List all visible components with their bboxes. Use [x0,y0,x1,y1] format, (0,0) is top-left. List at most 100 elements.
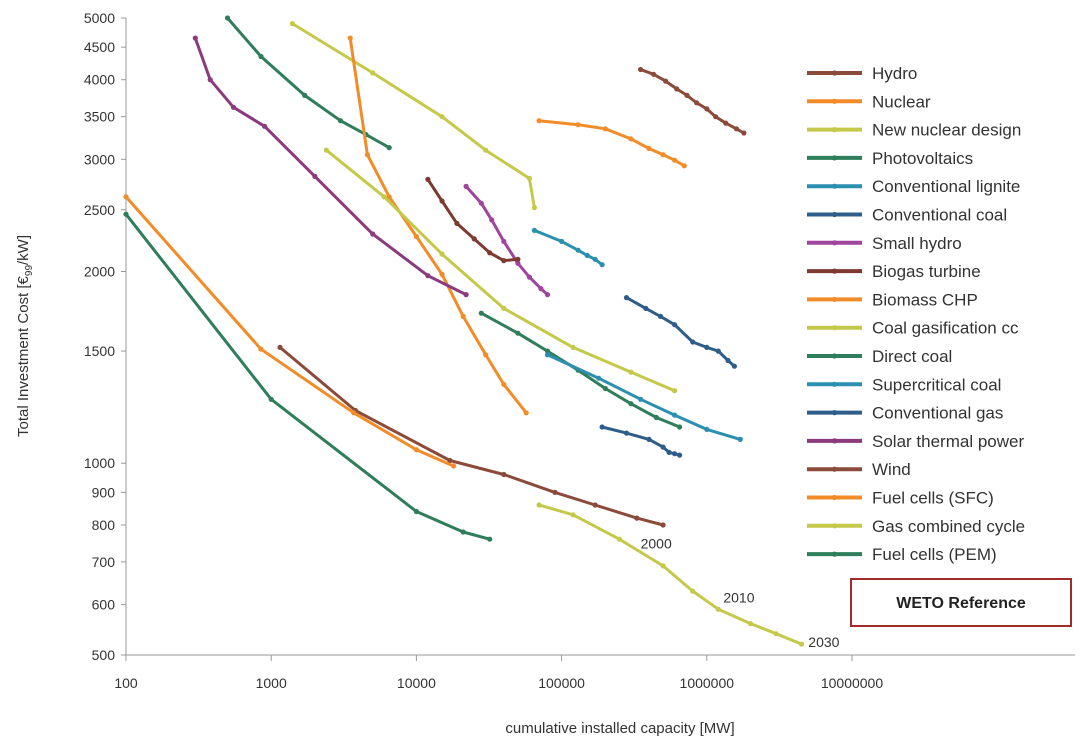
data-point [672,451,678,457]
data-point [672,322,678,328]
legend-label: Biomass CHP [872,290,978,309]
legend-item-fuel-cells-pem: Fuel cells (PEM) [807,545,997,564]
data-point [439,251,445,257]
data-point [381,194,387,200]
series-supercritical-coal [544,352,743,442]
data-point [657,313,664,319]
data-point [623,295,630,301]
legend-item-hydro: Hydro [807,64,917,83]
data-point [526,175,533,181]
data-point [337,118,344,124]
series-coal-gasification-cc [323,147,678,394]
data-point [638,66,644,73]
legend-marker [831,268,838,274]
data-point [439,114,445,120]
legend-item-supercritical-coal: Supercritical coal [807,375,1001,394]
data-point [628,136,634,142]
data-point [672,388,678,394]
legend-label: Conventional gas [872,404,1003,423]
data-point [192,35,198,41]
series-nuclear [536,118,687,169]
data-point [268,396,274,402]
data-point [694,100,700,106]
reference-box: WETO Reference [850,578,1072,627]
data-point [684,92,690,98]
legend-label: Supercritical coal [872,375,1001,394]
data-point [302,92,308,98]
y-axis-label: Total Investment Cost [€99/kW] [15,235,35,437]
legend-marker [831,523,838,529]
legend-label: Hydro [872,64,917,83]
series-line-direct-coal [479,311,682,429]
data-point [646,145,652,152]
legend-item-small-hydro: Small hydro [807,234,962,253]
y-tick-label: 3500 [84,109,115,125]
legend-item-photovoltaics: Photovoltaics [807,149,973,168]
data-point [460,313,466,319]
series-line-small-hydro [464,184,549,297]
data-point [123,194,129,200]
legend-marker [831,353,838,359]
data-point [439,271,445,277]
data-point [584,252,590,258]
data-point [478,200,484,206]
data-point [592,502,598,508]
data-point [515,330,521,336]
data-point [536,502,542,508]
x-tick-label: 100000 [538,675,585,691]
data-point [570,344,576,350]
data-point [544,352,551,358]
data-point [526,274,533,280]
data-point [704,426,710,432]
x-tick-label: 100 [114,675,138,691]
x-axis-label: cumulative installed capacity [MW] [505,720,734,737]
data-point [277,344,283,350]
data-point [489,217,495,223]
y-tick-label: 5000 [84,10,115,26]
legend-item-conventional-lignite: Conventional lignite [807,177,1020,196]
series-direct-coal [478,310,683,430]
data-point [628,401,634,407]
series-gas-combined-cycle [536,502,805,647]
data-point [663,78,669,84]
series-conventional-lignite [531,227,605,268]
data-point [715,606,721,612]
y-axis-label-tail: /kW] [15,235,32,265]
series-line-photovoltaics [226,16,391,150]
legend-marker [831,98,838,104]
legend-marker [831,466,838,472]
data-point [660,152,666,158]
data-point [646,436,652,442]
series-biogas-turbine [425,176,521,264]
series-small-hydro [463,183,551,298]
legend-item-biogas-turbine: Biogas turbine [807,262,981,281]
data-point [552,489,558,495]
data-point [425,273,431,279]
y-tick-label: 600 [92,597,116,613]
data-point [323,147,329,153]
data-point [653,414,660,421]
data-point [628,369,634,375]
legend-label: Fuel cells (PEM) [872,545,997,564]
legend-item-conventional-coal: Conventional coal [807,206,1007,225]
series-fuel-cells-pem [123,211,493,542]
data-point [660,444,666,450]
data-point [575,247,581,253]
data-point [123,211,129,217]
y-tick-label: 700 [92,554,116,570]
y-ticks: 500 600 700 800 900 1000 1500 2000 2500 3000 3500 4… [84,10,126,663]
data-point [262,123,268,129]
data-point [230,104,237,110]
series-biomass-chp [347,35,529,416]
legend-label: Wind [872,460,911,479]
legend-marker [831,240,838,246]
data-point [536,118,542,124]
data-point [447,457,453,464]
y-tick-label: 3000 [84,151,115,167]
data-point [690,588,696,594]
y-tick-label: 800 [92,517,116,533]
data-point [312,173,318,179]
legend-marker [831,296,838,302]
series-wind [277,344,666,528]
